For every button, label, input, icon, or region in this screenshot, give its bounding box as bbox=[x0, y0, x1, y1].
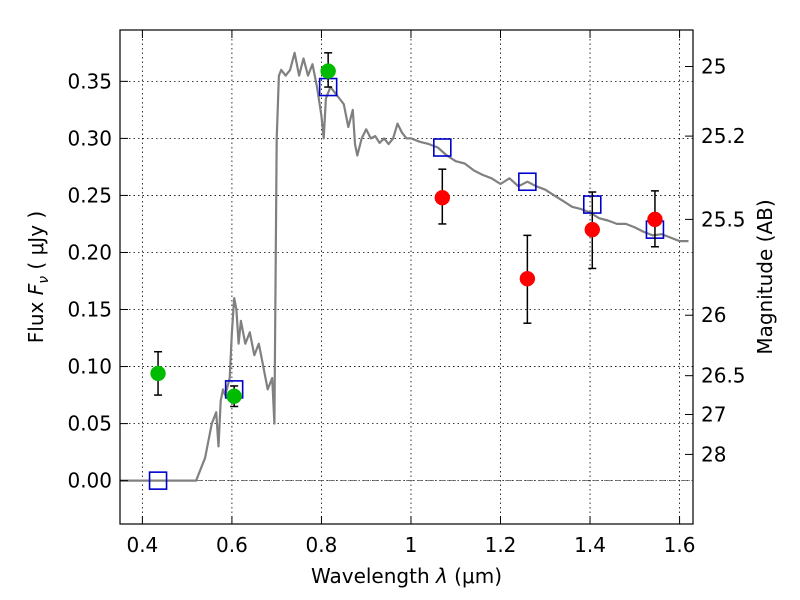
plot-frame bbox=[119, 29, 694, 525]
observed-flux-green-point bbox=[226, 388, 242, 404]
model-flux-square bbox=[148, 471, 168, 490]
y2-axis-label: Magnitude (AB) bbox=[753, 199, 777, 354]
xlabel-symbol: λ bbox=[435, 564, 448, 588]
ylabel-symbol: F bbox=[24, 283, 48, 295]
observed-flux-green-point bbox=[150, 365, 166, 382]
y-tick-label: 0.25 bbox=[67, 183, 112, 207]
x-tick-label: 1.2 bbox=[485, 533, 517, 557]
y-tick-label: 0.20 bbox=[67, 240, 112, 264]
xlabel-text: Wavelength bbox=[311, 564, 436, 588]
y2-tick-label: 26.5 bbox=[701, 364, 746, 388]
x-tick-label: 1.4 bbox=[574, 533, 606, 557]
observed-flux-red-point bbox=[434, 189, 451, 206]
y2-tick-label: 28 bbox=[701, 442, 726, 466]
observed-flux-red-point bbox=[519, 270, 536, 287]
x-tick-label: 1.6 bbox=[664, 533, 696, 557]
x-tick-label: 0.4 bbox=[126, 533, 158, 557]
x-tick-label: 0.6 bbox=[216, 533, 248, 557]
model-flux-square bbox=[518, 172, 537, 192]
y2-tick-label: 27 bbox=[701, 402, 726, 426]
observed-flux-red-point bbox=[647, 211, 663, 228]
y-tick-label: 0.10 bbox=[67, 355, 112, 379]
model-flux-square bbox=[433, 138, 452, 157]
y-tick-label: 0.15 bbox=[67, 298, 112, 322]
y2-tick-label: 25 bbox=[701, 55, 726, 79]
plot-area bbox=[120, 51, 693, 490]
y2-tick-label: 26 bbox=[701, 303, 726, 327]
xlabel-unit: (μm) bbox=[448, 564, 502, 588]
y-tick-label: 0.00 bbox=[67, 469, 112, 493]
x-tick-label: 1 bbox=[405, 533, 418, 557]
y-axis-label: Flux Fν ( μJy ) bbox=[24, 211, 52, 343]
ylabel-text: Flux bbox=[24, 295, 48, 343]
x-axis-label: Wavelength λ (μm) bbox=[311, 564, 502, 588]
ylabel-unit: ( μJy ) bbox=[24, 211, 48, 276]
y2-tick-label: 25.2 bbox=[701, 124, 746, 148]
y-tick-label: 0.30 bbox=[67, 126, 112, 150]
observed-flux-red-point bbox=[584, 221, 601, 238]
ylabel-subscript: ν bbox=[36, 276, 52, 284]
x-tick-label: 0.8 bbox=[306, 533, 338, 557]
y-tick-label: 0.35 bbox=[67, 69, 112, 93]
y-tick-label: 0.05 bbox=[67, 412, 112, 436]
axis-ticks: 0.4 0.6 0.8 1 1.2 1.4 1.6 0.00 0.05 0.10 0.15 0.20 0… bbox=[67, 30, 746, 557]
observed-flux-green-point bbox=[320, 63, 336, 79]
model-spectrum-line bbox=[120, 51, 689, 482]
y2-tick-label: 25.5 bbox=[701, 207, 746, 231]
